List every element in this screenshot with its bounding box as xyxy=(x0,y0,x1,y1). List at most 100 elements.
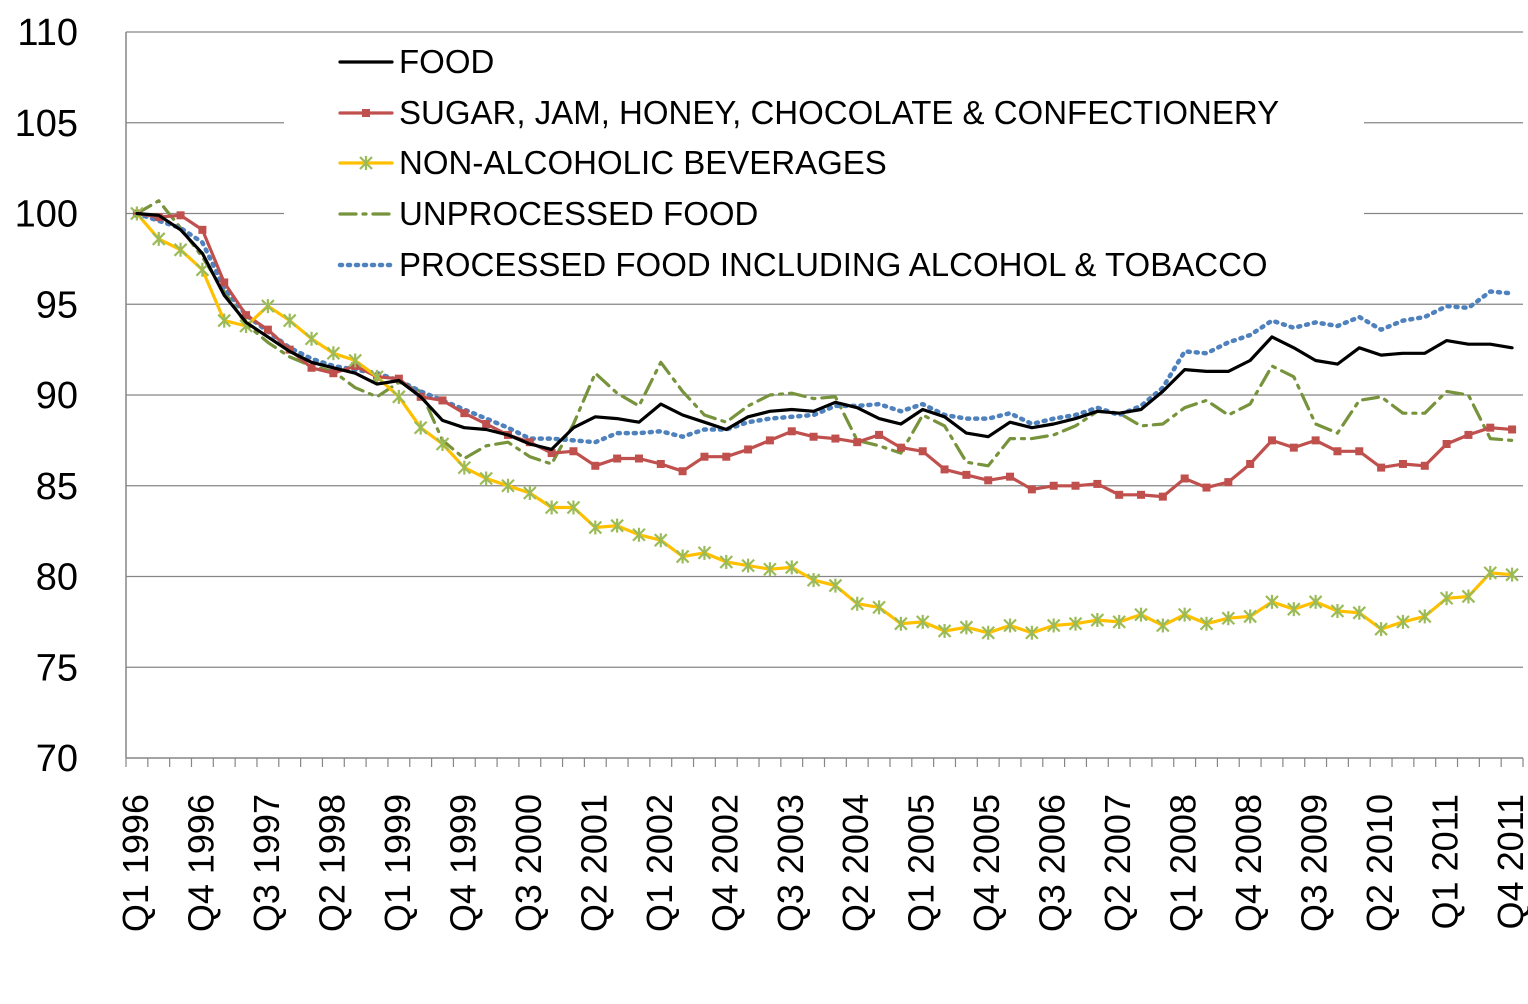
data-point-marker xyxy=(1224,478,1233,487)
data-point-marker xyxy=(392,389,406,404)
y-tick-label: 70 xyxy=(36,738,78,780)
data-point-marker xyxy=(1246,459,1255,468)
x-tick-label: Q2 2001 xyxy=(573,794,614,932)
data-point-marker xyxy=(959,620,974,635)
series-group xyxy=(130,199,1519,640)
data-point-marker xyxy=(1243,609,1257,624)
data-point-marker xyxy=(697,545,712,560)
x-tick-label: Q1 2008 xyxy=(1163,794,1204,932)
y-tick-label: 110 xyxy=(17,12,78,54)
data-point-marker xyxy=(1311,436,1320,445)
series-non-alcoholic-beverages xyxy=(130,206,1519,640)
data-point-marker xyxy=(654,533,668,548)
data-point-marker xyxy=(1202,483,1211,492)
x-tick-label: Q4 2008 xyxy=(1228,794,1269,932)
x-tick-label: Q2 1998 xyxy=(311,794,352,932)
data-point-marker xyxy=(675,549,690,564)
data-point-marker xyxy=(1071,481,1080,490)
data-point-marker xyxy=(482,420,491,429)
data-point-marker xyxy=(1464,430,1473,439)
data-point-marker xyxy=(1006,472,1015,481)
data-point-marker xyxy=(544,500,559,515)
data-point-marker xyxy=(1221,611,1236,626)
data-point-marker xyxy=(806,573,821,588)
x-tick-label: Q3 2000 xyxy=(508,794,549,932)
data-point-marker xyxy=(1025,625,1039,640)
data-point-marker xyxy=(362,109,370,117)
x-tick-label: Q3 2003 xyxy=(770,794,811,932)
y-tick-label: 80 xyxy=(36,557,78,599)
data-point-marker xyxy=(894,616,908,631)
data-point-marker xyxy=(198,225,207,234)
legend: FOOD SUGAR, JAM, HONEY, CHOCOLATE & CONFE… xyxy=(284,38,1364,288)
x-axis-tick-labels: Q1 1996 Q4 1996 Q3 1997 Q2 1998 Q1 1999 Q4 19… xyxy=(115,794,1528,932)
data-point-marker xyxy=(304,331,319,346)
legend-item: PROCESSED FOOD INCLUDING ALCOHOL & TOBAC… xyxy=(337,246,1268,283)
x-tick-label: Q3 1997 xyxy=(246,794,287,932)
data-point-marker xyxy=(872,600,886,615)
legend-label: UNPROCESSED FOOD xyxy=(399,195,758,232)
data-point-marker xyxy=(569,447,578,456)
data-point-marker xyxy=(173,242,188,257)
data-point-marker xyxy=(438,396,447,405)
data-point-marker xyxy=(195,262,210,277)
data-point-marker xyxy=(1115,490,1124,499)
data-point-marker xyxy=(1461,589,1476,604)
x-tick-label: Q2 2010 xyxy=(1359,794,1400,932)
data-point-marker xyxy=(1505,567,1519,582)
data-point-marker xyxy=(1398,459,1407,468)
data-point-marker xyxy=(1330,603,1345,618)
y-tick-label: 105 xyxy=(15,103,78,145)
x-tick-label: Q3 2009 xyxy=(1294,794,1335,932)
series-line xyxy=(134,211,1515,445)
data-point-marker xyxy=(1374,622,1388,637)
data-point-marker xyxy=(523,486,537,501)
legend-item: SUGAR, JAM, HONEY, CHOCOLATE & CONFECTIO… xyxy=(338,94,1279,131)
data-point-marker xyxy=(1377,463,1386,472)
data-point-marker xyxy=(915,614,930,629)
data-point-marker xyxy=(850,596,865,611)
data-point-marker xyxy=(610,518,624,533)
data-point-marker xyxy=(151,231,166,246)
data-point-marker xyxy=(1093,479,1102,488)
data-point-marker xyxy=(1355,447,1364,456)
x-tick-label: Q4 2011 xyxy=(1490,794,1528,929)
data-point-marker xyxy=(1417,609,1432,624)
data-point-marker xyxy=(588,520,603,535)
data-point-marker xyxy=(261,299,275,314)
x-tick-label: Q1 1996 xyxy=(115,794,156,932)
data-point-marker xyxy=(1442,440,1451,449)
data-point-marker xyxy=(1068,616,1083,631)
data-point-marker xyxy=(853,438,862,447)
data-point-marker xyxy=(501,478,515,493)
data-point-marker xyxy=(918,447,927,456)
data-point-marker xyxy=(722,452,731,461)
data-point-marker xyxy=(307,363,316,372)
data-point-marker xyxy=(962,470,971,479)
x-tick-label: Q4 2002 xyxy=(704,794,745,932)
legend-label: SUGAR, JAM, HONEY, CHOCOLATE & CONFECTIO… xyxy=(399,94,1279,131)
data-point-marker xyxy=(460,409,469,418)
data-point-marker xyxy=(632,527,646,542)
data-point-marker xyxy=(1027,485,1036,494)
x-tick-label: Q2 2004 xyxy=(835,794,876,932)
data-point-marker xyxy=(263,325,272,334)
data-point-marker xyxy=(1287,602,1301,617)
data-point-marker xyxy=(1352,605,1367,620)
data-point-marker xyxy=(413,420,428,435)
data-point-marker xyxy=(656,459,665,468)
x-tick-label: Q2 2007 xyxy=(1097,794,1138,932)
data-point-marker xyxy=(591,461,600,470)
data-point-marker xyxy=(981,625,995,640)
data-point-marker xyxy=(1046,618,1061,633)
data-point-marker xyxy=(1265,594,1279,609)
data-point-marker xyxy=(566,500,581,515)
data-point-marker xyxy=(678,467,687,476)
y-tick-label: 95 xyxy=(36,284,78,326)
data-point-marker xyxy=(1156,618,1170,633)
data-point-marker xyxy=(348,353,362,368)
series-line xyxy=(135,211,1514,635)
data-point-marker xyxy=(1308,594,1323,609)
